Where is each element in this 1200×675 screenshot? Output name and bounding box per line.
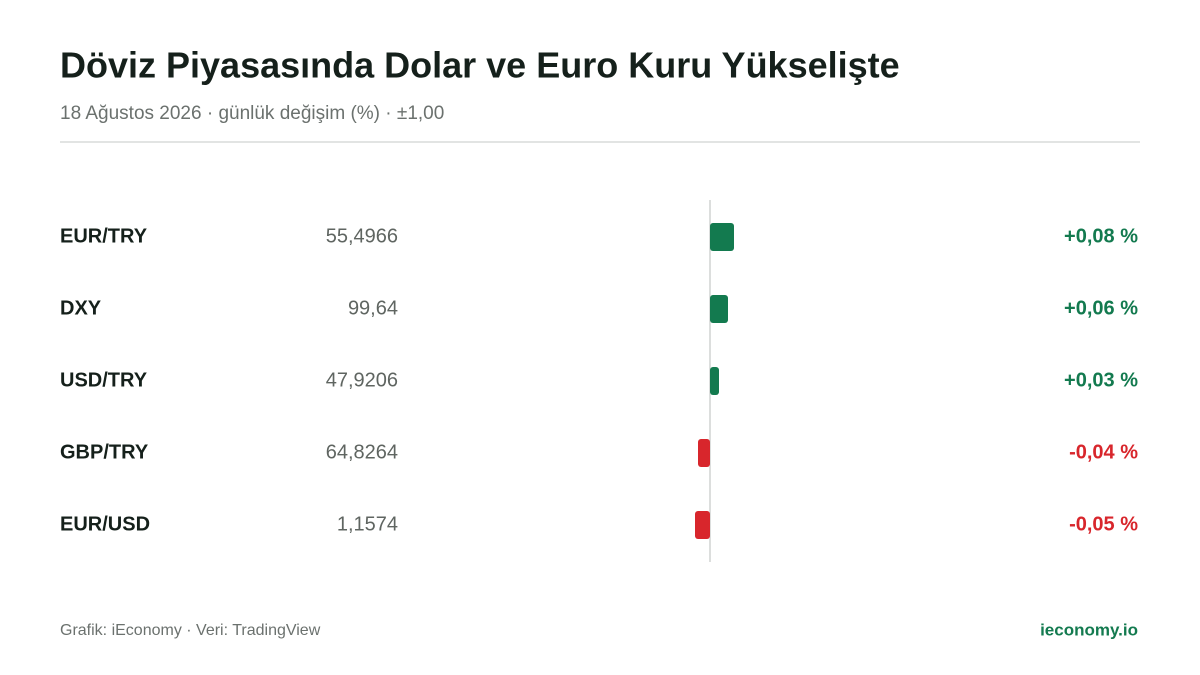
chart-subtitle: 18 Ağustos 2026 · günlük değişim (%) · ±… (60, 103, 444, 124)
bar (710, 367, 719, 395)
value-label: +0,08 % (1064, 225, 1138, 247)
value-label: -0,04 % (1069, 441, 1138, 463)
category-label: EUR/TRY (60, 225, 148, 247)
bar (710, 295, 728, 323)
value-label: +0,06 % (1064, 297, 1138, 319)
chart-title: Döviz Piyasasında Dolar ve Euro Kuru Yük… (60, 45, 900, 86)
value-label: +0,03 % (1064, 369, 1138, 391)
value-label: -0,05 % (1069, 513, 1138, 535)
price: 47,9206 (326, 369, 398, 391)
category-label: USD/TRY (60, 369, 148, 391)
category-label: GBP/TRY (60, 441, 149, 463)
price: 55,4966 (326, 225, 398, 247)
bar (698, 439, 710, 467)
category-label: DXY (60, 297, 102, 319)
category-label: EUR/USD (60, 513, 150, 535)
price: 99,64 (348, 297, 398, 319)
source: Grafik: iEconomy · Veri: TradingView (60, 622, 321, 639)
price: 1,1574 (337, 513, 398, 535)
bar (695, 511, 710, 539)
bar (710, 223, 734, 251)
brand: ieconomy.io (1040, 620, 1138, 639)
price: 64,8264 (326, 441, 398, 463)
